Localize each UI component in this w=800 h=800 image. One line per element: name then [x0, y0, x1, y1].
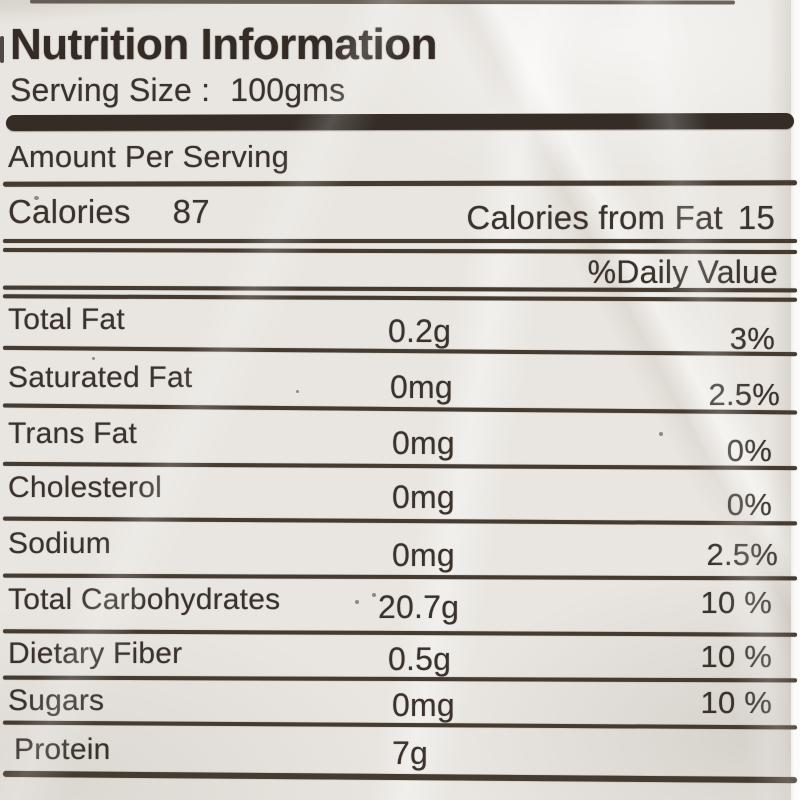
- rule: [2, 573, 798, 581]
- speckle: [659, 432, 663, 436]
- serving-size-label: Serving Size :: [10, 72, 211, 108]
- rule: [3, 239, 797, 243]
- rule: [2, 629, 798, 637]
- nutrient-amount: 0mg: [392, 425, 455, 461]
- nutrient-amount: 0mg: [392, 537, 455, 573]
- nutrient-dv: 2.5%: [706, 537, 778, 572]
- nutrient-dv: 2.5%: [708, 377, 780, 412]
- rule: [2, 675, 798, 683]
- nutrient-dv: 0%: [726, 487, 772, 522]
- calories-from-fat-label: Calories from Fat: [466, 199, 723, 236]
- nutrient-dv: 10 %: [700, 585, 772, 620]
- speckle: [355, 600, 359, 604]
- nutrient-dv: 0%: [726, 433, 772, 468]
- nutrient-amount: 0mg: [390, 369, 453, 405]
- speckle: [34, 196, 39, 200]
- nutrient-amount: 7g: [392, 735, 428, 771]
- nutrient-dv: 3%: [729, 321, 775, 356]
- nutrient-name: Total Carbohydrates: [8, 583, 281, 616]
- nutrient-name: Sugars: [8, 684, 105, 717]
- left-edge-mark: [0, 36, 4, 63]
- package-edge: [791, 0, 800, 800]
- nutrient-amount: 20.7g: [378, 589, 460, 625]
- rule: [2, 770, 798, 784]
- daily-value-header: %Daily Value: [587, 254, 778, 290]
- speckle: [296, 390, 299, 393]
- nutrient-amount: 0mg: [392, 479, 455, 515]
- package-edge-shadow: [767, 0, 791, 800]
- label-title: Nutrition Information: [10, 20, 438, 69]
- nutrient-name: Saturated Fat: [8, 361, 193, 394]
- calories-from-fat-value: 15: [737, 199, 775, 236]
- nutrient-name: Sodium: [8, 527, 111, 560]
- nutrient-name: Dietary Fiber: [8, 637, 183, 670]
- calories-label: Calories: [8, 193, 131, 230]
- nutrient-name: Trans Fat: [8, 417, 138, 450]
- amount-per-serving: Amount Per Serving: [8, 139, 290, 174]
- nutrient-name: Protein: [14, 733, 111, 766]
- speckle: [92, 357, 95, 360]
- calories-from-fat: Calories from Fat 15: [466, 199, 775, 237]
- nutrient-name: Cholesterol: [8, 471, 162, 504]
- nutrient-amount: 0.5g: [388, 641, 452, 677]
- rule: [2, 461, 798, 471]
- section-divider-bar: [5, 112, 795, 132]
- serving-size: Serving Size : 100gms: [10, 72, 345, 109]
- nutrient-dv: 10 %: [700, 685, 772, 720]
- top-crease-line: [29, 0, 736, 5]
- rule: [2, 516, 798, 526]
- serving-size-value: 100gms: [230, 72, 346, 108]
- calories: Calories 87: [8, 193, 210, 231]
- nutrient-dv: 10 %: [700, 639, 772, 674]
- calories-value: 87: [172, 193, 210, 230]
- nutrient-amount: 0.2g: [388, 313, 452, 349]
- rule: [2, 294, 798, 302]
- speckle: [372, 593, 376, 597]
- rule: [2, 180, 798, 187]
- nutrient-amount: 0mg: [392, 687, 455, 723]
- nutrient-name: Total Fat: [8, 303, 125, 336]
